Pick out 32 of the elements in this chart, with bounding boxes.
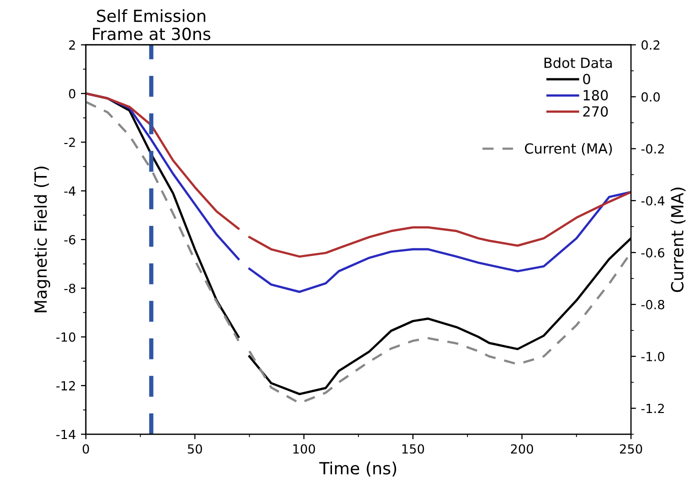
- y-axis-title: Magnetic Field (T): [34, 166, 50, 312]
- legend-label: 0: [583, 74, 590, 84]
- y-tick-label: -10: [56, 332, 76, 342]
- y2-tick-label: -1.2: [641, 404, 664, 414]
- y2-tick-label: -0.8: [641, 300, 664, 310]
- legend-label: Current (MA): [524, 143, 612, 156]
- y-tick-label: 2: [69, 40, 75, 50]
- y2-tick-label: -0.6: [641, 248, 664, 258]
- y2-tick-label: 0.0: [642, 92, 660, 102]
- x-tick-label: 100: [293, 444, 316, 454]
- y2-tick-label: -0.2: [641, 144, 664, 154]
- y-tick-label: 0: [69, 88, 76, 98]
- y-tick-label: -12: [56, 381, 75, 390]
- y-tick-label: -14: [56, 430, 76, 440]
- y-tick-label: -4: [64, 186, 76, 196]
- x-tick-label: 0: [82, 444, 89, 454]
- y-tick-label: -6: [64, 235, 76, 244]
- x-tick-label: 250: [620, 444, 642, 454]
- legend-title: Bdot Data: [544, 57, 612, 68]
- x-tick-label: 150: [402, 444, 424, 454]
- ref-line-label: Self Emission Frame at 30ns: [93, 9, 210, 40]
- y2-tick-label: 0.2: [642, 40, 660, 50]
- y-tick-label: -8: [64, 284, 76, 294]
- y2-axis-title: Current (MA): [670, 188, 686, 292]
- legend-label: 270: [583, 106, 608, 117]
- y2-tick-label: -1.0: [641, 352, 664, 362]
- legend-label: 180: [584, 90, 608, 101]
- x-axis-title: Time (ns): [319, 462, 396, 476]
- y2-tick-label: -0.4: [641, 196, 664, 206]
- y-tick-label: -2: [64, 138, 75, 147]
- x-tick-label: 200: [510, 444, 534, 454]
- x-tick-label: 50: [188, 444, 202, 454]
